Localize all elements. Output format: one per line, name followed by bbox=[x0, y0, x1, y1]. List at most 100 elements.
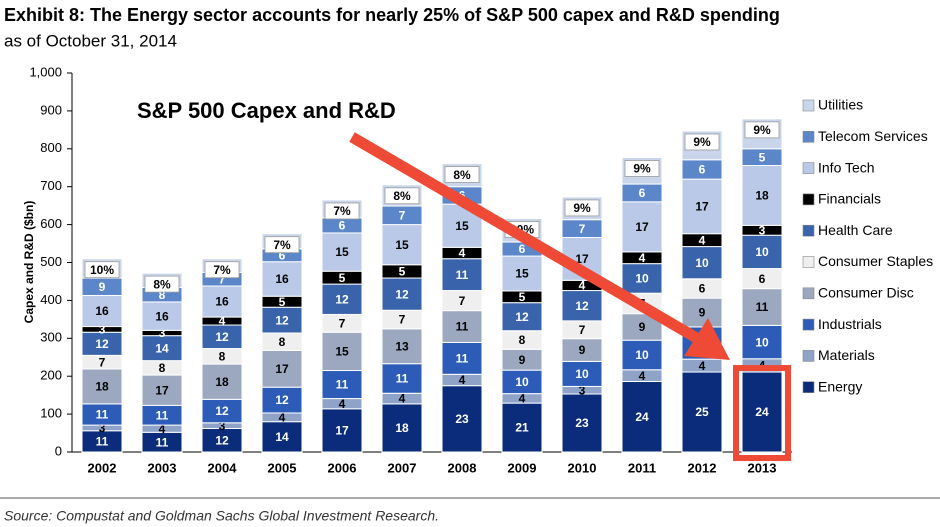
x-tick-label: 2003 bbox=[148, 460, 177, 475]
bar-segment bbox=[381, 224, 423, 266]
segment-label: 11 bbox=[456, 268, 469, 282]
segment-label: 14 bbox=[275, 430, 289, 444]
segment-label: 15 bbox=[395, 238, 409, 252]
top-label: 8% bbox=[453, 168, 471, 182]
segment-label: 5 bbox=[279, 295, 286, 309]
bar-segment bbox=[81, 368, 123, 405]
bar-segment bbox=[681, 246, 723, 280]
segment-label: 10 bbox=[635, 348, 649, 362]
segment-label: 7 bbox=[339, 317, 346, 331]
segment-label: 10 bbox=[755, 245, 769, 259]
segment-label: 23 bbox=[575, 416, 589, 430]
top-label: 8% bbox=[153, 277, 171, 291]
bar-segment bbox=[501, 302, 543, 332]
bar-segment bbox=[681, 371, 723, 453]
segment-label: 8 bbox=[279, 335, 286, 349]
y-tick-label: 700 bbox=[40, 178, 62, 193]
top-label: 9% bbox=[633, 162, 651, 176]
segment-label: 12 bbox=[575, 299, 589, 313]
segment-label: 24 bbox=[635, 410, 649, 424]
segment-label: 5 bbox=[399, 265, 406, 279]
segment-label: 18 bbox=[95, 380, 109, 394]
top-label: 9% bbox=[573, 201, 591, 215]
legend-swatch bbox=[802, 193, 815, 206]
bar-segment bbox=[501, 255, 543, 292]
segment-label: 11 bbox=[456, 352, 469, 366]
bar-segment bbox=[381, 363, 423, 394]
segment-label: 3 bbox=[579, 383, 586, 397]
y-tick-label: 200 bbox=[40, 368, 62, 383]
y-tick-label: 0 bbox=[55, 443, 62, 458]
bar-segment bbox=[261, 421, 303, 453]
segment-label: 7 bbox=[579, 222, 586, 236]
segment-label: 6 bbox=[639, 186, 646, 200]
segment-label: 12 bbox=[335, 292, 349, 306]
segment-label: 12 bbox=[95, 337, 109, 351]
x-tick-label: 2012 bbox=[688, 460, 717, 475]
bar-segment bbox=[261, 306, 303, 334]
segment-label: 10 bbox=[695, 256, 709, 270]
segment-label: 7 bbox=[579, 323, 586, 337]
legend-swatch bbox=[802, 99, 815, 112]
legend-swatch bbox=[802, 131, 815, 143]
chart-title: Exhibit 8: The Energy sector accounts fo… bbox=[4, 5, 780, 25]
bar-segment bbox=[141, 301, 183, 331]
segment-label: 9 bbox=[639, 320, 646, 334]
segment-label: 15 bbox=[335, 245, 349, 259]
segment-label: 3 bbox=[759, 223, 766, 237]
segment-label: 7 bbox=[99, 355, 106, 369]
segment-label: 11 bbox=[396, 372, 409, 386]
arrow-head bbox=[684, 318, 730, 360]
top-label-box bbox=[144, 275, 180, 293]
top-label-box bbox=[564, 199, 600, 217]
top-label: 8% bbox=[393, 189, 411, 203]
segment-label: 12 bbox=[515, 310, 529, 324]
segment-label: 6 bbox=[759, 272, 766, 286]
x-tick-label: 2008 bbox=[448, 460, 477, 475]
segment-label: 17 bbox=[695, 200, 709, 214]
segment-label: 12 bbox=[215, 404, 229, 418]
legend-label: Health Care bbox=[818, 222, 893, 238]
top-label-box bbox=[744, 121, 780, 139]
bar-segment bbox=[741, 371, 783, 453]
legend-swatch bbox=[802, 287, 815, 300]
segment-label: 4 bbox=[399, 392, 406, 406]
legend-swatch bbox=[802, 256, 815, 268]
segment-label: 4 bbox=[219, 314, 226, 328]
legend-swatch bbox=[802, 224, 815, 237]
bar-segment bbox=[741, 288, 783, 326]
segment-label: 5 bbox=[759, 150, 766, 164]
segment-label: 11 bbox=[336, 378, 349, 392]
y-tick-label: 400 bbox=[40, 292, 62, 307]
segment-label: 4 bbox=[639, 251, 646, 265]
bar-segment bbox=[261, 386, 303, 414]
source: Source: Compustat and Goldman Sachs Glob… bbox=[4, 508, 439, 524]
top-label-box bbox=[204, 261, 240, 279]
segment-label: 18 bbox=[215, 375, 229, 389]
segment-label: 7 bbox=[219, 272, 226, 286]
legend-label: Utilities bbox=[818, 97, 863, 113]
segment-label: 4 bbox=[699, 233, 706, 247]
segment-label: 10 bbox=[515, 375, 529, 389]
segment-label: 4 bbox=[339, 397, 346, 411]
bar-segment bbox=[621, 201, 663, 253]
bar-segment bbox=[381, 328, 423, 365]
legend-swatch bbox=[802, 381, 815, 394]
top-label-box bbox=[444, 166, 480, 183]
legend-label: Financials bbox=[818, 191, 881, 207]
segment-label: 10 bbox=[575, 367, 589, 381]
x-tick-label: 2011 bbox=[628, 460, 656, 475]
segment-label: 5 bbox=[519, 290, 526, 304]
bar-segment bbox=[621, 381, 663, 453]
bar-segment bbox=[141, 335, 183, 362]
top-label: 7% bbox=[273, 238, 291, 252]
segment-label: 8 bbox=[159, 288, 166, 302]
top-label: 7% bbox=[213, 263, 231, 277]
segment-label: 18 bbox=[395, 421, 409, 435]
segment-label: 7 bbox=[399, 208, 406, 222]
segment-label: 5 bbox=[339, 271, 346, 285]
legend-label: Energy bbox=[818, 378, 862, 394]
segment-label: 4 bbox=[519, 392, 526, 406]
highlight-box bbox=[733, 365, 791, 462]
segment-label: 13 bbox=[395, 339, 409, 353]
